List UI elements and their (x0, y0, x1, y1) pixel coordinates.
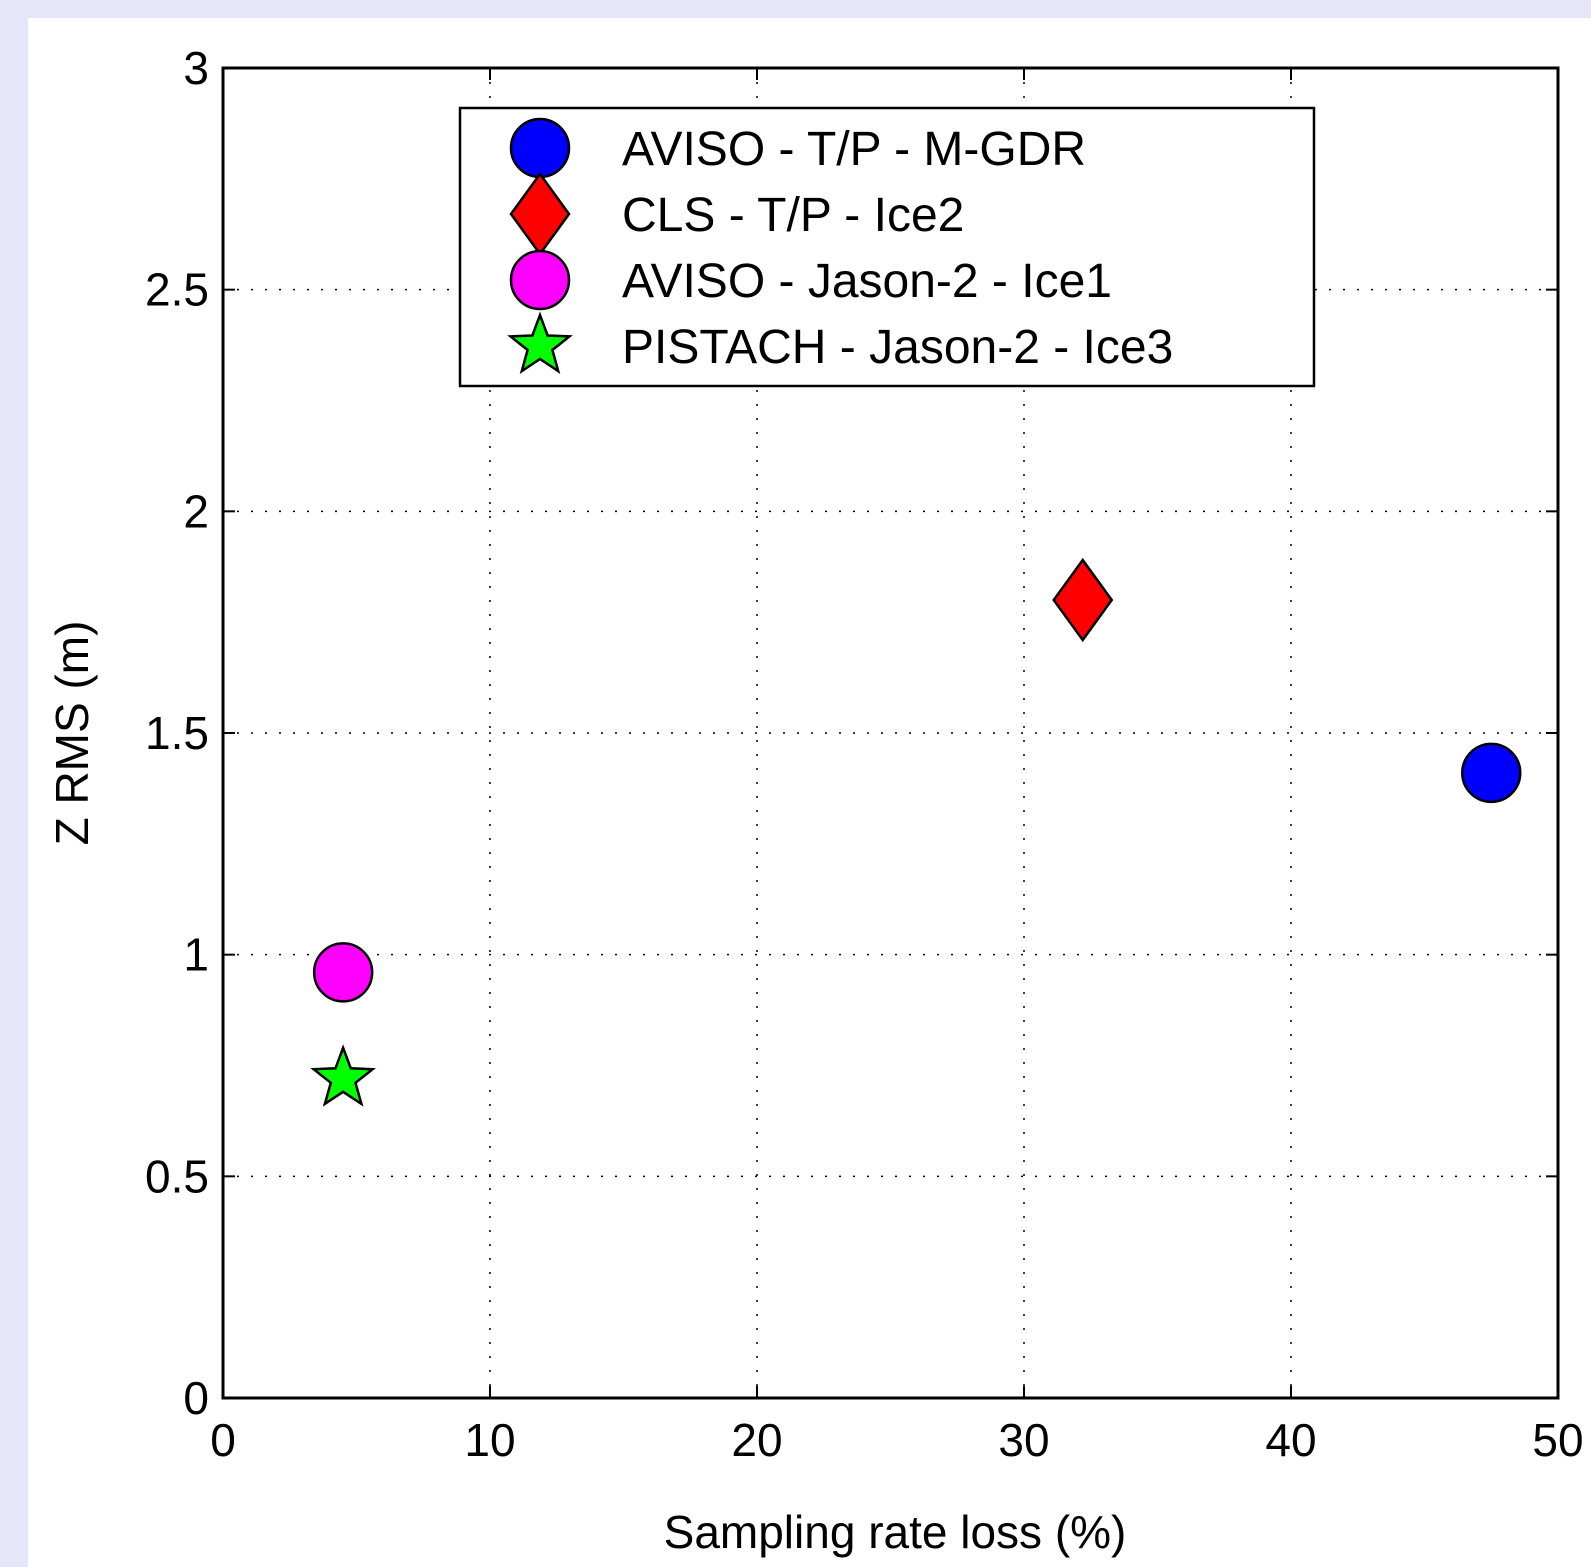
y-tick-label: 0.5 (145, 1150, 209, 1202)
x-tick-label: 40 (1265, 1414, 1316, 1466)
y-tick-label: 1 (183, 929, 209, 981)
legend-marker-0 (509, 117, 571, 179)
legend-box (458, 106, 1316, 388)
data-point-diamond-series-1 (1052, 557, 1114, 643)
scatter-chart: 0 10 20 30 40 50 0 0.5 1 1.5 2 2.5 3 Sampling rate l… (46, 42, 1584, 1558)
y-tick-label: 2 (183, 485, 209, 537)
legend-label-2: AVISO - Jason-2 - Ice1 (622, 255, 1112, 308)
data-point-star-series-3 (310, 1044, 377, 1107)
legend: AVISO - T/P - M-GDR CLS - T/P - Ice2 AVISO… (458, 106, 1316, 388)
legend-label-3: PISTACH - Jason-2 - Ice3 (622, 321, 1173, 374)
legend-label-0: AVISO - T/P - M-GDR (622, 123, 1086, 176)
y-tick-label: 0 (183, 1372, 209, 1424)
data-point-circle-series-2 (312, 942, 374, 1003)
legend-marker-2 (509, 249, 571, 311)
x-tick-label: 30 (998, 1414, 1049, 1466)
data-marks (310, 557, 1522, 1107)
data-point-circle-series-0 (1461, 742, 1522, 804)
axis-ticks: 0 10 20 30 40 50 0 0.5 1 1.5 2 2.5 3 (145, 42, 1584, 1466)
y-tick-label: 3 (183, 42, 209, 94)
chart-panel: 0 10 20 30 40 50 0 0.5 1 1.5 2 2.5 3 Sampling rate l… (28, 18, 1591, 1567)
y-tick-label: 1.5 (145, 707, 209, 759)
x-tick-label: 20 (731, 1414, 782, 1466)
legend-label-1: CLS - T/P - Ice2 (622, 189, 964, 242)
x-tick-label: 10 (464, 1414, 515, 1466)
y-axis-label: Z RMS (m) (46, 621, 98, 846)
x-axis-label: Sampling rate loss (%) (664, 1506, 1127, 1558)
x-tick-label: 0 (210, 1414, 236, 1466)
legend-marker-3 (507, 311, 573, 374)
x-tick-label: 50 (1532, 1414, 1583, 1466)
y-tick-label: 2.5 (145, 264, 209, 316)
